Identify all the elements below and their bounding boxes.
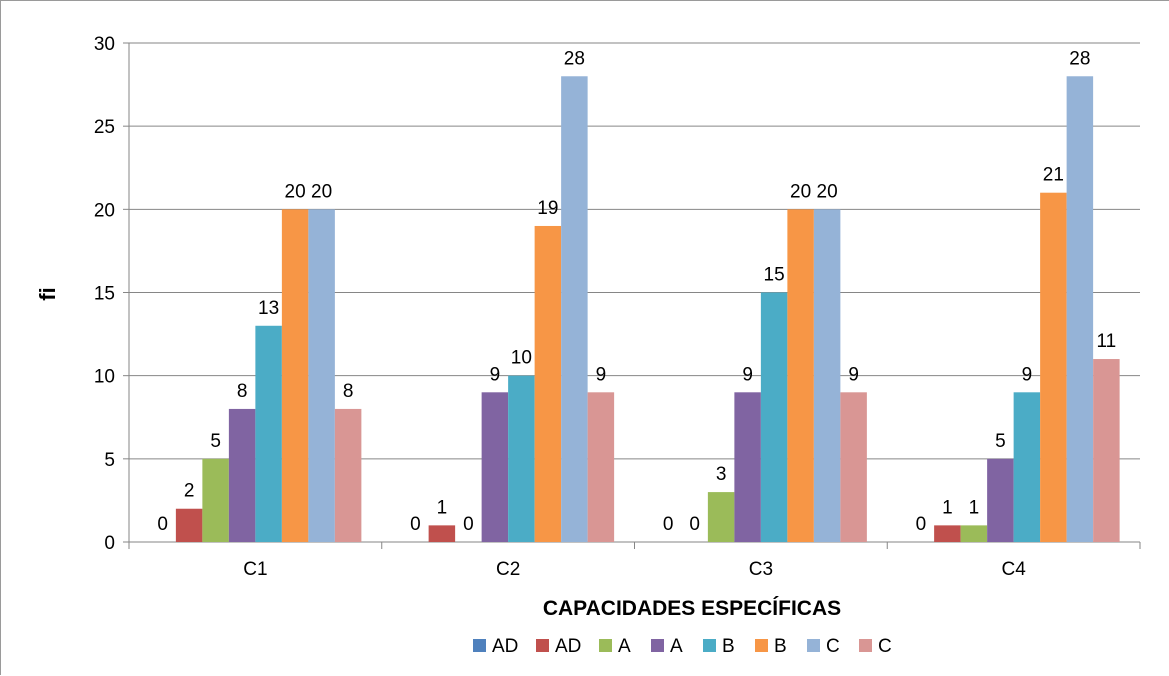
- data-label: 8: [343, 381, 354, 402]
- bar: [508, 375, 535, 542]
- data-label: 15: [764, 265, 785, 286]
- legend-label: AD: [492, 636, 518, 657]
- category-label: C4: [1001, 559, 1026, 580]
- bar: [175, 508, 203, 542]
- data-label: 28: [1069, 48, 1090, 69]
- y-tick-label: 25: [94, 117, 115, 138]
- legend-swatch: [599, 639, 612, 652]
- data-label: 1: [969, 497, 980, 518]
- bar: [534, 225, 562, 542]
- bar: [481, 392, 509, 542]
- bars: [175, 76, 1120, 543]
- bar: [734, 392, 761, 542]
- x-axis-title: CAPACIDADES ESPECÍFICAS: [543, 597, 841, 620]
- data-label: 8: [237, 381, 248, 402]
- bar: [787, 209, 814, 543]
- bar: [1066, 76, 1094, 543]
- bar: [1013, 392, 1041, 542]
- legend-swatch: [807, 639, 820, 652]
- category-label: C2: [496, 559, 520, 580]
- legend: AD AD A A B B C C: [473, 636, 892, 657]
- legend-swatch: [536, 639, 549, 652]
- data-label: 9: [596, 364, 607, 385]
- bar: [561, 76, 588, 543]
- y-tick-label: 5: [104, 450, 115, 471]
- legend-label: AD: [555, 636, 581, 657]
- legend-swatch: [859, 639, 872, 652]
- data-label: 20: [790, 181, 811, 202]
- data-label: 20: [311, 181, 332, 202]
- bar: [1040, 192, 1067, 542]
- bar: [587, 392, 615, 542]
- data-label: 20: [285, 181, 306, 202]
- data-label: 9: [848, 364, 859, 385]
- data-label: 20: [817, 181, 838, 202]
- data-label: 2: [184, 481, 195, 502]
- data-label: 28: [564, 48, 585, 69]
- data-label: 5: [995, 431, 1006, 452]
- bar: [1093, 359, 1120, 542]
- data-label: 3: [716, 464, 727, 485]
- bar: [760, 292, 788, 542]
- data-label: 0: [410, 514, 421, 535]
- data-label: 9: [1022, 364, 1033, 385]
- bar: [840, 392, 867, 542]
- data-label: 19: [537, 198, 558, 219]
- data-label: 0: [463, 514, 474, 535]
- y-tick-label: 10: [94, 367, 115, 388]
- bar: [202, 458, 229, 542]
- bar: [308, 209, 335, 543]
- bar: [334, 408, 362, 542]
- bar: [934, 525, 961, 542]
- bar: [813, 209, 841, 543]
- bar: [281, 209, 309, 543]
- legend-label: C: [878, 636, 892, 657]
- y-tick-label: 0: [104, 533, 115, 554]
- y-tick-label: 20: [94, 200, 115, 221]
- data-label: 1: [942, 497, 953, 518]
- legend-label: B: [722, 636, 735, 657]
- legend-swatch: [651, 639, 664, 652]
- data-label: 21: [1043, 165, 1064, 186]
- data-label: 5: [210, 431, 221, 452]
- legend-swatch: [703, 639, 716, 652]
- legend-label: C: [826, 636, 840, 657]
- data-label: 0: [916, 514, 927, 535]
- data-label: 11: [1097, 331, 1117, 352]
- bar: [255, 325, 282, 542]
- legend-label: A: [670, 636, 683, 657]
- bar: [228, 408, 256, 542]
- data-label: 0: [157, 514, 168, 535]
- bar: [428, 525, 456, 542]
- data-label: 13: [258, 298, 279, 319]
- data-label: 9: [490, 364, 501, 385]
- category-label: C3: [749, 559, 773, 580]
- bar: [707, 492, 735, 542]
- data-label: 1: [437, 497, 448, 518]
- legend-label: A: [618, 636, 631, 657]
- y-tick-label: 15: [94, 284, 115, 305]
- data-label: 0: [689, 514, 700, 535]
- legend-swatch: [755, 639, 768, 652]
- y-axis-title: fi: [35, 287, 60, 300]
- legend-label: B: [774, 636, 787, 657]
- bar: [987, 458, 1014, 542]
- legend-swatch: [473, 639, 486, 652]
- data-label: 9: [742, 364, 753, 385]
- y-tick-label: 30: [94, 34, 115, 55]
- data-label: 10: [511, 348, 532, 369]
- data-label: 0: [663, 514, 674, 535]
- category-label: C1: [243, 559, 267, 580]
- bar: [960, 525, 988, 542]
